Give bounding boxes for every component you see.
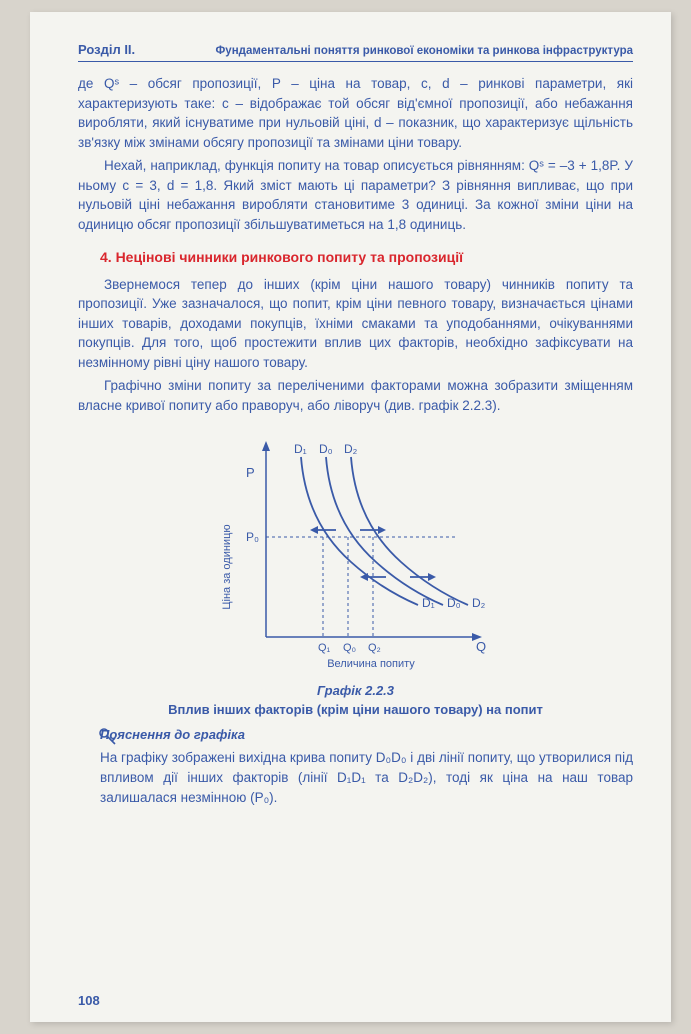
page-header: Розділ II. Фундаментальні поняття ринков… [78,42,633,62]
paragraph-4: Графічно зміни попиту за переліченими фа… [78,376,633,415]
curve-label-top-d2: D₂ [344,442,358,456]
x-axis-symbol: Q [476,639,486,654]
p0-label: P₀ [246,530,259,544]
chart-caption: Графік 2.2.3 [78,683,633,698]
y-axis-symbol: P [246,465,255,480]
key-icon [98,727,118,752]
curve-label-top-d1: D₁ [294,442,307,456]
textbook-page: Розділ II. Фундаментальні поняття ринков… [30,12,671,1022]
curve-label-top-d0: D₀ [319,442,333,456]
section-subtitle: Фундаментальні поняття ринкової економік… [215,45,633,57]
demand-curves-svg: P Q Ціна за одиницю Величина попиту P₀ D… [206,427,506,677]
section-label: Розділ II. [78,42,135,57]
y-axis-label: Ціна за одиницю [221,525,233,610]
curve-label-right-d0: D₀ [447,596,461,610]
section-heading: 4. Нецінові чинники ринкового попиту та … [100,249,633,265]
paragraph-1: де Qˢ – обсяг пропозиції, P – ціна на то… [78,74,633,152]
paragraph-5: На графіку зображені вихідна крива попит… [100,748,633,807]
q-label-2: Q₂ [368,642,381,654]
demand-chart: P Q Ціна за одиницю Величина попиту P₀ D… [78,427,633,677]
paragraph-3: Звернемося тепер до інших (крім ціни наш… [78,275,633,373]
explanation-label: Пояснення до графіка [100,727,633,742]
chart-title: Вплив інших факторів (крім ціни нашого т… [78,702,633,717]
curve-label-right-d2: D₂ [472,596,486,610]
q-label-0: Q₀ [343,642,356,654]
curve-label-right-d1: D₁ [422,596,435,610]
q-label-1: Q₁ [318,642,331,654]
x-axis-label: Величина попиту [327,658,415,670]
page-number: 108 [78,993,100,1008]
paragraph-2: Нехай, наприклад, функція попиту на това… [78,156,633,234]
